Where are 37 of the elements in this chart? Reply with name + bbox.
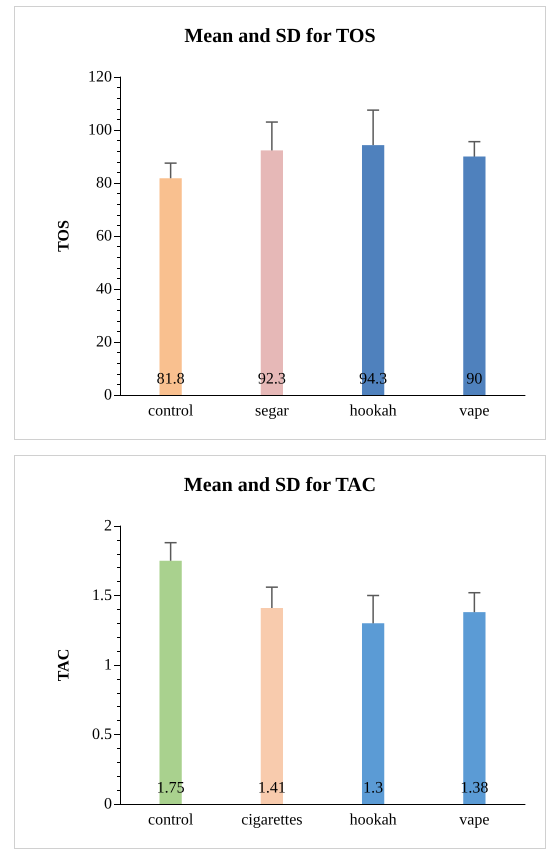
bar: [362, 623, 384, 804]
y-tick-label: 1.5: [92, 587, 112, 604]
y-tick-label: 0.5: [92, 726, 112, 743]
y-tick-label: 40: [96, 280, 112, 298]
y-tick-label: 0: [104, 386, 112, 404]
data-label: 81.8: [156, 370, 185, 388]
bar: [159, 560, 182, 804]
x-tick-label: cigarettes: [241, 812, 303, 828]
x-tick-label: hookah: [350, 402, 397, 420]
y-tick-label: 100: [88, 122, 112, 138]
y-tick-label: 2: [104, 518, 112, 534]
y-tick-label: 0: [104, 796, 112, 812]
data-label: 1.75: [156, 780, 185, 796]
data-label: 92.3: [258, 370, 286, 388]
y-tick-label: 120: [88, 68, 112, 86]
y-tick-label: 60: [96, 228, 112, 244]
x-tick-label: vape: [459, 402, 490, 420]
bar: [362, 145, 384, 395]
chart-title: Mean and SD for TAC: [184, 474, 376, 496]
y-tick-label: 20: [96, 334, 112, 350]
x-tick-label: control: [148, 812, 194, 828]
y-axis-title: TAC: [56, 648, 72, 682]
y-tick-label: 1: [104, 656, 112, 674]
data-label: 90: [466, 370, 482, 388]
y-tick-label: 80: [96, 174, 112, 192]
x-tick-label: vape: [459, 812, 490, 828]
bar: [159, 178, 182, 395]
bar: [260, 608, 284, 804]
x-tick-label: segar: [254, 402, 290, 420]
chart-title: Mean and SD for TOS: [184, 25, 376, 47]
bar: [463, 612, 486, 804]
bar: [463, 156, 486, 395]
x-tick-label: control: [148, 402, 194, 420]
data-label: 1.3: [363, 780, 384, 796]
data-label: 1.41: [258, 780, 286, 796]
x-tick-label: hookah: [350, 812, 397, 828]
y-axis-title: TOS: [56, 220, 72, 252]
